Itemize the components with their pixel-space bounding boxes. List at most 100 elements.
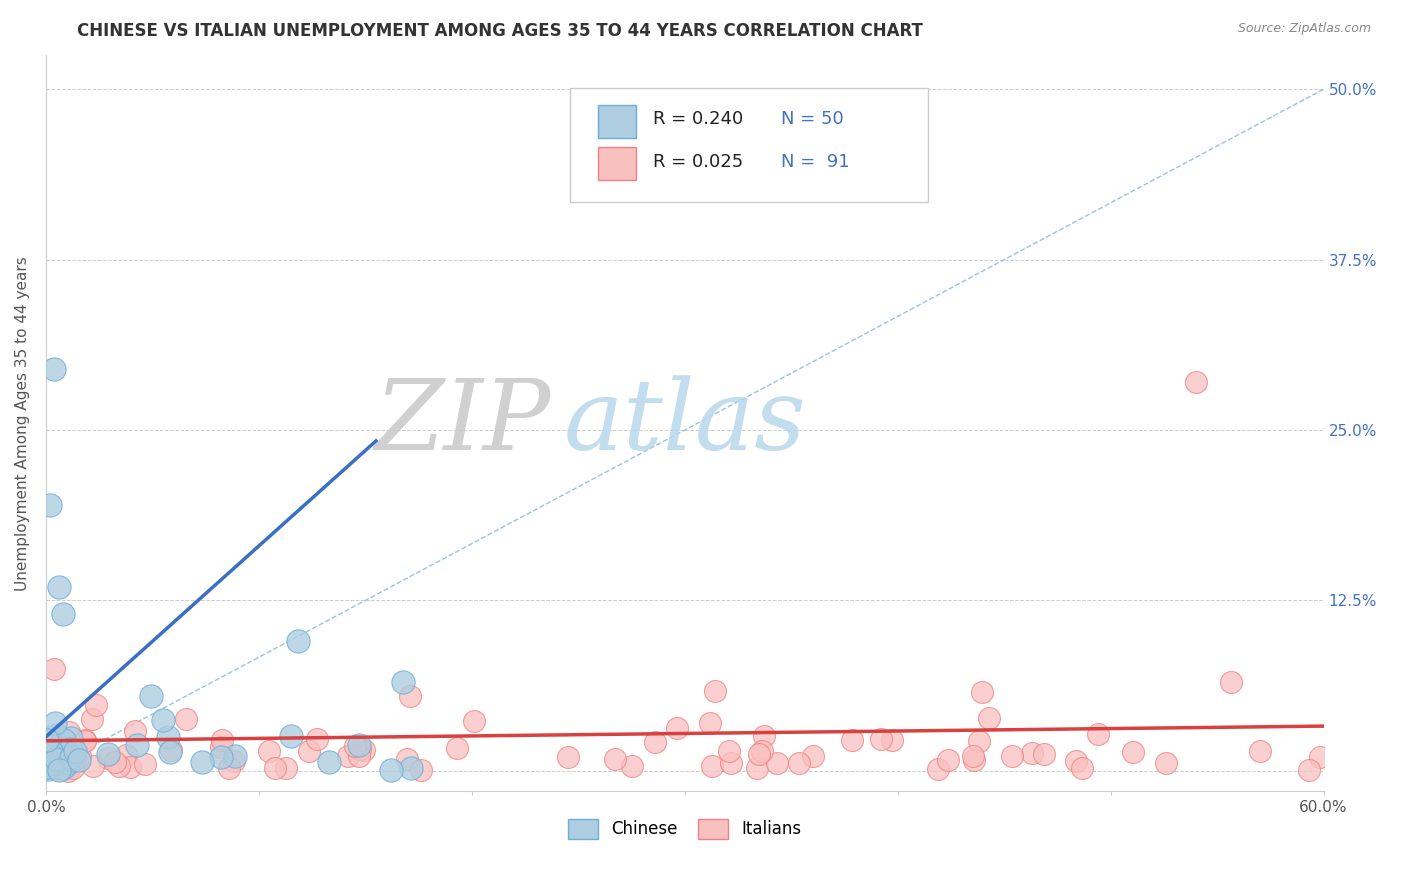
Point [159,745,181,759]
Point [380,764,402,778]
Point [1154,756,1177,771]
FancyBboxPatch shape [569,88,928,202]
Point [114,747,136,762]
Point [391,675,413,690]
Point [257,744,280,758]
Point [305,731,328,746]
Point [972,685,994,699]
Point [141,689,163,703]
Point [59,741,82,756]
Point [49,739,72,753]
Point [62,752,84,766]
Point [411,764,433,778]
Point [59,745,82,759]
Point [963,753,986,767]
Point [211,733,233,747]
Text: N = 50: N = 50 [780,111,844,128]
Text: R = 0.025: R = 0.025 [652,153,744,171]
Text: R = 0.240: R = 0.240 [652,111,744,128]
Point [399,689,422,703]
Point [156,730,179,744]
Point [336,748,359,763]
Point [52,761,75,775]
Point [56,756,79,770]
Point [644,735,666,749]
Point [318,755,340,769]
Point [41,744,63,758]
Point [52,607,75,621]
Point [37,760,59,774]
Point [42,745,65,759]
Point [55,742,77,756]
Text: Source: ZipAtlas.com: Source: ZipAtlas.com [1237,22,1371,36]
Point [665,721,688,735]
Point [59,749,82,764]
Point [276,761,298,775]
Point [766,756,789,770]
Point [1298,764,1320,778]
Point [48,737,70,751]
Point [59,731,82,745]
Point [84,698,107,713]
Point [118,760,141,774]
Point [39,498,62,512]
Point [1122,745,1144,759]
Point [841,732,863,747]
Point [58,758,80,772]
Point [44,760,66,774]
Point [224,748,246,763]
Point [353,743,375,757]
Point [65,744,87,758]
Point [209,740,232,755]
Point [752,729,775,743]
Point [152,713,174,727]
Point [49,742,72,756]
Point [700,759,723,773]
Point [62,761,84,775]
Point [48,580,70,594]
Point [344,739,367,753]
FancyBboxPatch shape [598,147,637,180]
Point [801,749,824,764]
Point [125,738,148,752]
Point [44,716,66,731]
Point [42,757,65,772]
Point [751,743,773,757]
Point [1249,744,1271,758]
Point [46,762,69,776]
Point [45,752,67,766]
Point [80,712,103,726]
Point [42,662,65,676]
Point [73,734,96,748]
Point [55,739,77,754]
Point [446,741,468,756]
Point [962,749,984,764]
Point [880,733,903,747]
Point [97,751,120,765]
Point [787,756,810,770]
Point [44,739,66,753]
Point [748,747,770,761]
Point [82,759,104,773]
Point [174,713,197,727]
FancyBboxPatch shape [598,105,637,138]
Point [349,741,371,756]
Text: atlas: atlas [564,376,806,471]
Point [104,755,127,769]
Point [69,749,91,764]
Point [977,711,1000,725]
Point [38,743,60,757]
Point [717,744,740,758]
Point [1185,376,1208,390]
Point [287,634,309,648]
Text: N =  91: N = 91 [780,153,849,171]
Point [620,759,643,773]
Point [37,763,59,777]
Text: ZIP: ZIP [374,376,551,471]
Point [222,755,245,769]
Point [1220,675,1243,690]
Text: CHINESE VS ITALIAN UNEMPLOYMENT AMONG AGES 35 TO 44 YEARS CORRELATION CHART: CHINESE VS ITALIAN UNEMPLOYMENT AMONG AG… [77,22,924,40]
Point [399,761,422,775]
Point [46,729,69,743]
Point [720,756,742,771]
